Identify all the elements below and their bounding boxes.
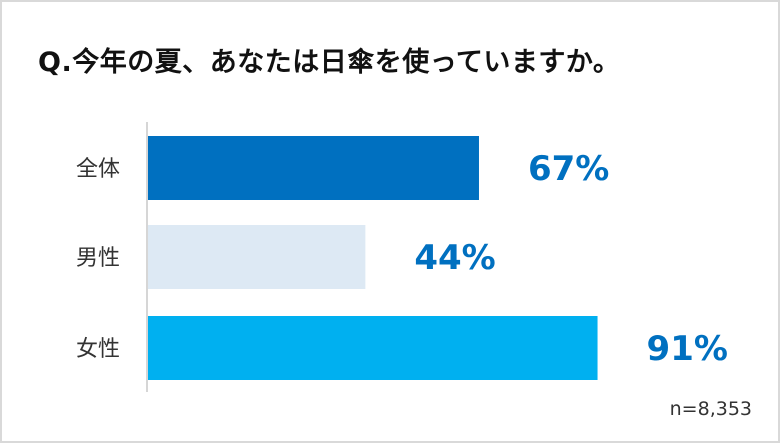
value-label: 91%: [647, 329, 728, 369]
bar: [148, 316, 598, 380]
value-label: 67%: [528, 149, 609, 189]
category-label: 女性: [76, 337, 120, 362]
bars-group: 全体 67% 男性 44% 女性 91%: [76, 136, 728, 380]
category-label: 全体: [76, 157, 120, 182]
value-label: 44%: [414, 238, 495, 278]
bar: [148, 136, 479, 200]
chart-title: Q.今年の夏、あなたは日傘を使っていますか。: [38, 47, 621, 78]
category-label: 男性: [76, 246, 120, 271]
sample-size-note: n=8,353: [669, 398, 752, 420]
bar: [148, 225, 366, 289]
